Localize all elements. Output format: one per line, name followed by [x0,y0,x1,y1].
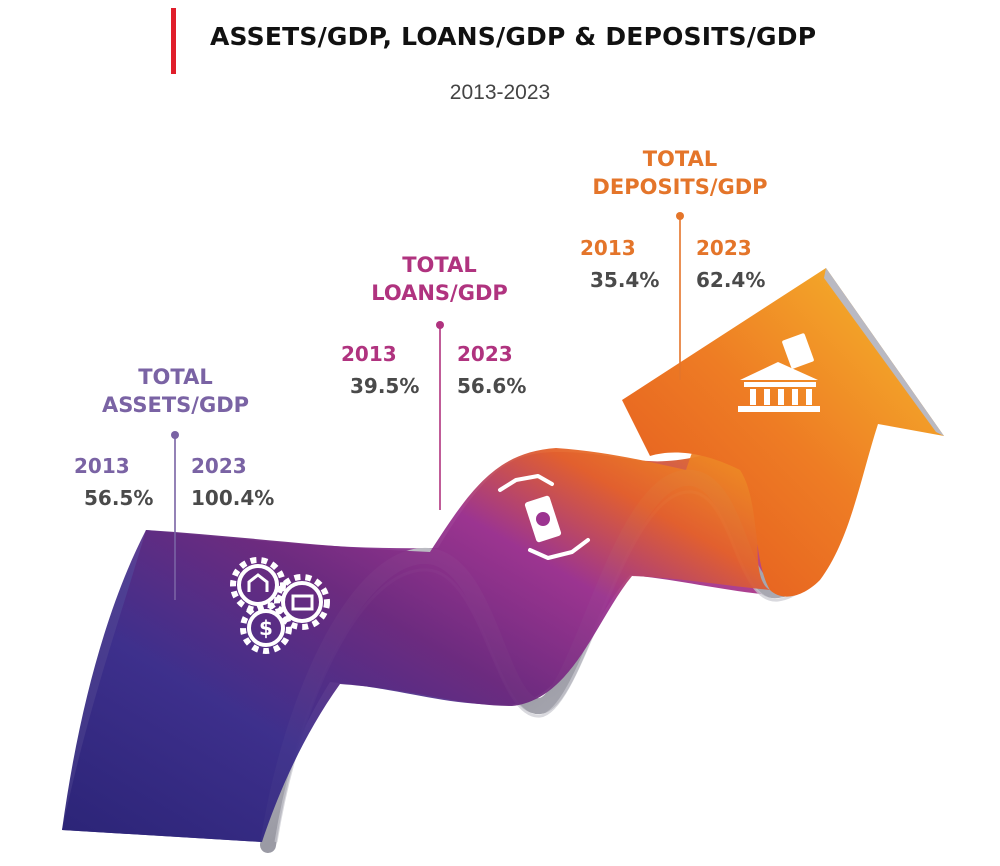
assets-connector [171,431,179,600]
title-accent-bar [171,8,176,74]
loans-heading: TOTAL LOANS/GDP [352,251,527,307]
assets-heading: TOTAL ASSETS/GDP [88,363,263,419]
ribbon-front-face [62,430,770,842]
page-title: ASSETS/GDP, LOANS/GDP & DEPOSITS/GDP [210,22,817,51]
assets-year-start: 2013 [74,454,130,478]
deposits-year-end: 2023 [696,236,752,260]
arrow-rim [824,268,944,436]
loans-value-start: 39.5% [350,374,420,398]
deposits-heading: TOTAL DEPOSITS/GDP [575,145,785,201]
deposits-value-start: 35.4% [590,268,660,292]
deposits-heading-line1: TOTAL [642,147,718,171]
loans-heading-line2: LOANS/GDP [371,281,508,305]
deposits-value-end: 62.4% [696,268,766,292]
loans-year-end: 2023 [457,342,513,366]
deposits-heading-line2: DEPOSITS/GDP [592,175,768,199]
gears-finance-icon: $ [230,557,330,654]
arrow-head [622,268,944,597]
deposits-connector [676,212,684,380]
assets-heading-line2: ASSETS/GDP [101,393,250,417]
assets-year-end: 2023 [191,454,247,478]
loans-heading-line1: TOTAL [402,253,477,277]
assets-value-start: 56.5% [84,486,154,510]
assets-value-end: 100.4% [191,486,275,510]
loans-connector [436,321,444,510]
assets-heading-line1: TOTAL [138,365,213,389]
hands-money-icon [498,474,590,560]
loans-value-end: 56.6% [457,374,527,398]
deposits-year-start: 2013 [580,236,636,260]
bank-icon [738,333,820,412]
svg-text:$: $ [259,616,273,640]
loans-year-start: 2013 [341,342,397,366]
page-subtitle: 2013-2023 [449,81,551,104]
